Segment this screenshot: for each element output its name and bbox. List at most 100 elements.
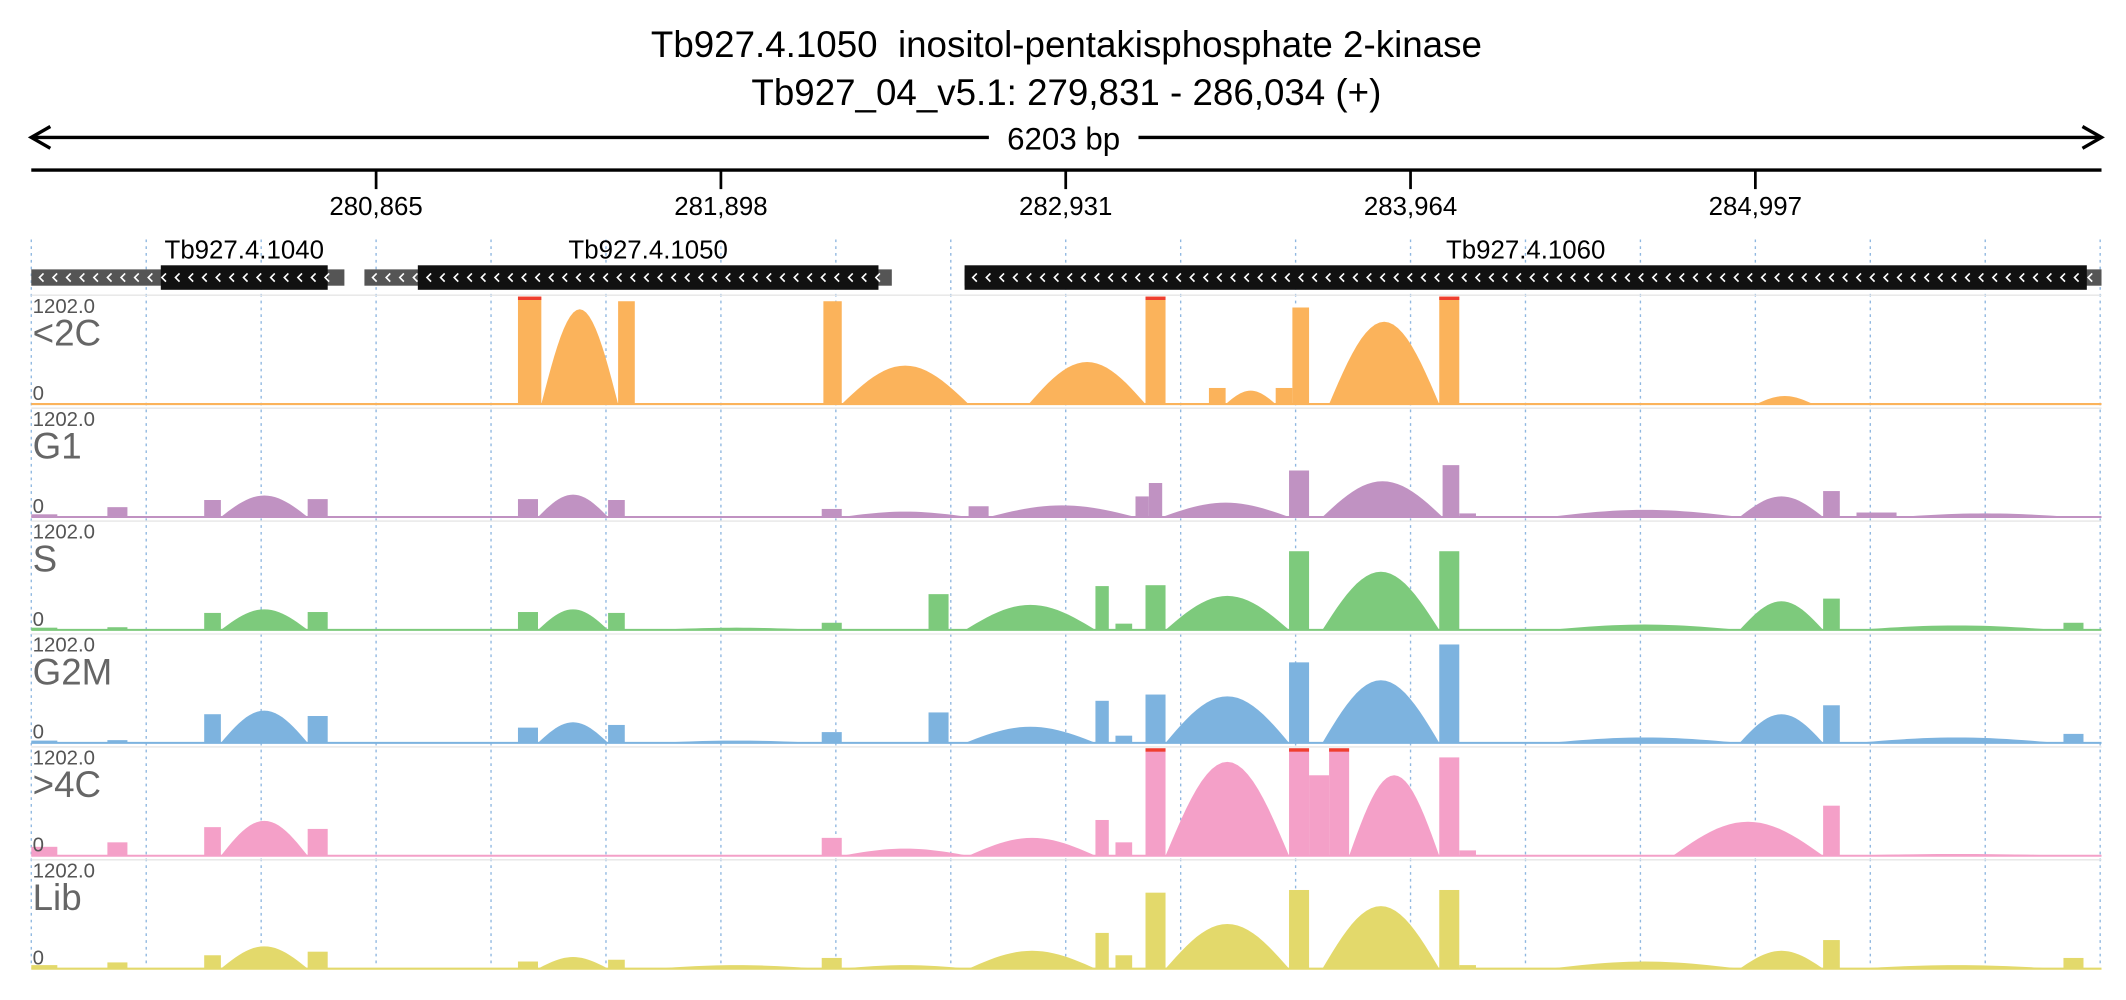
strand-arrow	[1053, 272, 1060, 283]
strand-arrow	[425, 272, 432, 283]
coverage-bar	[1823, 805, 1840, 856]
coverage-bar	[1439, 644, 1460, 743]
strand-arrow	[575, 272, 582, 283]
coverage-bar	[1145, 892, 1166, 969]
strand-arrow	[1638, 272, 1644, 283]
coverage-area	[965, 604, 1096, 630]
clipped-marker	[1289, 748, 1310, 752]
strand-arrow	[1026, 272, 1032, 283]
strand-arrow	[589, 272, 595, 283]
strand-arrow	[1692, 272, 1699, 283]
strand-arrow	[1678, 272, 1685, 283]
strand-arrow	[793, 272, 799, 283]
track-zero-label: 0	[33, 835, 44, 857]
strand-arrow	[1461, 272, 1468, 283]
coverage-area	[1896, 513, 2074, 517]
strand-arrow	[1325, 272, 1332, 283]
coverage-area	[841, 511, 969, 517]
coverage-bar	[1329, 748, 1350, 856]
coverage-bar	[1095, 700, 1109, 743]
coverage-area	[1839, 853, 2074, 856]
strand-arrow	[643, 272, 650, 283]
strand-arrow	[1379, 272, 1386, 283]
strand-arrow	[133, 272, 140, 283]
strand-arrow	[2086, 272, 2093, 283]
strand-arrow	[1311, 272, 1318, 283]
coverage-area	[1329, 321, 1440, 405]
locus-subtitle: Tb927_04_v5.1: 279,831 - 286,034 (+)	[751, 72, 1382, 113]
coverage-bar	[1115, 735, 1133, 743]
strand-arrow	[65, 272, 72, 283]
coverage-area	[965, 726, 1096, 743]
clipped-marker	[1145, 748, 1166, 752]
coverage-bar	[517, 612, 538, 630]
strand-arrow	[106, 272, 113, 283]
strand-arrow	[1801, 272, 1808, 283]
coverage-area	[1165, 923, 1290, 969]
strand-arrow	[2059, 272, 2066, 283]
coverage-bar	[107, 740, 128, 743]
strand-arrow	[602, 272, 609, 283]
coverage-area	[1739, 496, 1824, 517]
track-max-label: 1202.0	[33, 522, 95, 544]
strand-arrow	[1542, 272, 1549, 283]
strand-arrow	[561, 272, 568, 283]
gene-strand-arrows	[971, 272, 2093, 283]
strand-arrow	[1284, 272, 1291, 283]
coverage-bar	[1115, 842, 1133, 856]
coverage-area	[1856, 965, 2057, 969]
coverage-area	[654, 965, 819, 969]
strand-arrow	[684, 272, 691, 283]
track-max-label: 1202.0	[33, 635, 95, 657]
coverage-area	[537, 494, 609, 517]
track-name-label: <2C	[33, 313, 101, 354]
strand-arrow	[1080, 272, 1087, 283]
strand-arrow	[1978, 272, 1984, 283]
strand-arrow	[1733, 272, 1740, 283]
strand-arrow	[1706, 272, 1712, 283]
strand-arrow	[1787, 272, 1794, 283]
coverage-area	[1739, 950, 1824, 969]
coverage-area	[1349, 775, 1440, 856]
coverage-bar	[618, 301, 635, 405]
strand-arrow	[1189, 272, 1196, 283]
coverage-area	[988, 505, 1136, 517]
clipped-marker	[1439, 296, 1460, 300]
clipped-marker	[1145, 296, 1166, 300]
span-length-label: 6203 bp	[1007, 122, 1120, 157]
coverage-bar	[307, 951, 328, 969]
strand-arrow	[283, 272, 289, 283]
strand-arrow	[228, 272, 235, 283]
coverage-area	[968, 950, 1096, 969]
coverage-bar	[1095, 586, 1109, 630]
coverage-bar	[1292, 307, 1310, 405]
strand-arrow	[725, 272, 731, 283]
track-max-label: 1202.0	[33, 409, 95, 431]
coverage-bar	[1442, 465, 1460, 517]
coverage-bar	[821, 508, 842, 517]
coverage-area	[968, 837, 1096, 856]
strand-arrow	[1420, 272, 1427, 283]
coverage-bar	[517, 961, 538, 969]
strand-arrow	[2018, 272, 2025, 283]
coverage-bar	[31, 846, 58, 856]
strand-arrow	[738, 272, 745, 283]
coverage-track: 1202.0>4C 0	[31, 746, 2102, 857]
strand-arrow	[1869, 272, 1876, 283]
strand-arrow	[493, 272, 500, 283]
gene-cds	[417, 265, 879, 290]
coverage-bar	[107, 962, 128, 969]
strand-arrow	[1597, 272, 1604, 283]
coverage-bar	[307, 499, 328, 517]
coverage-bar	[608, 959, 625, 969]
strand-arrow	[51, 272, 58, 283]
strand-arrow	[201, 272, 208, 283]
strand-arrow	[806, 272, 813, 283]
gene-label: Tb927.4.1040	[165, 236, 324, 264]
strand-arrow	[1162, 272, 1168, 283]
coverage-area	[841, 848, 969, 856]
strand-arrow	[1719, 272, 1726, 283]
strand-arrow	[507, 272, 514, 283]
strand-arrow	[1746, 272, 1753, 283]
